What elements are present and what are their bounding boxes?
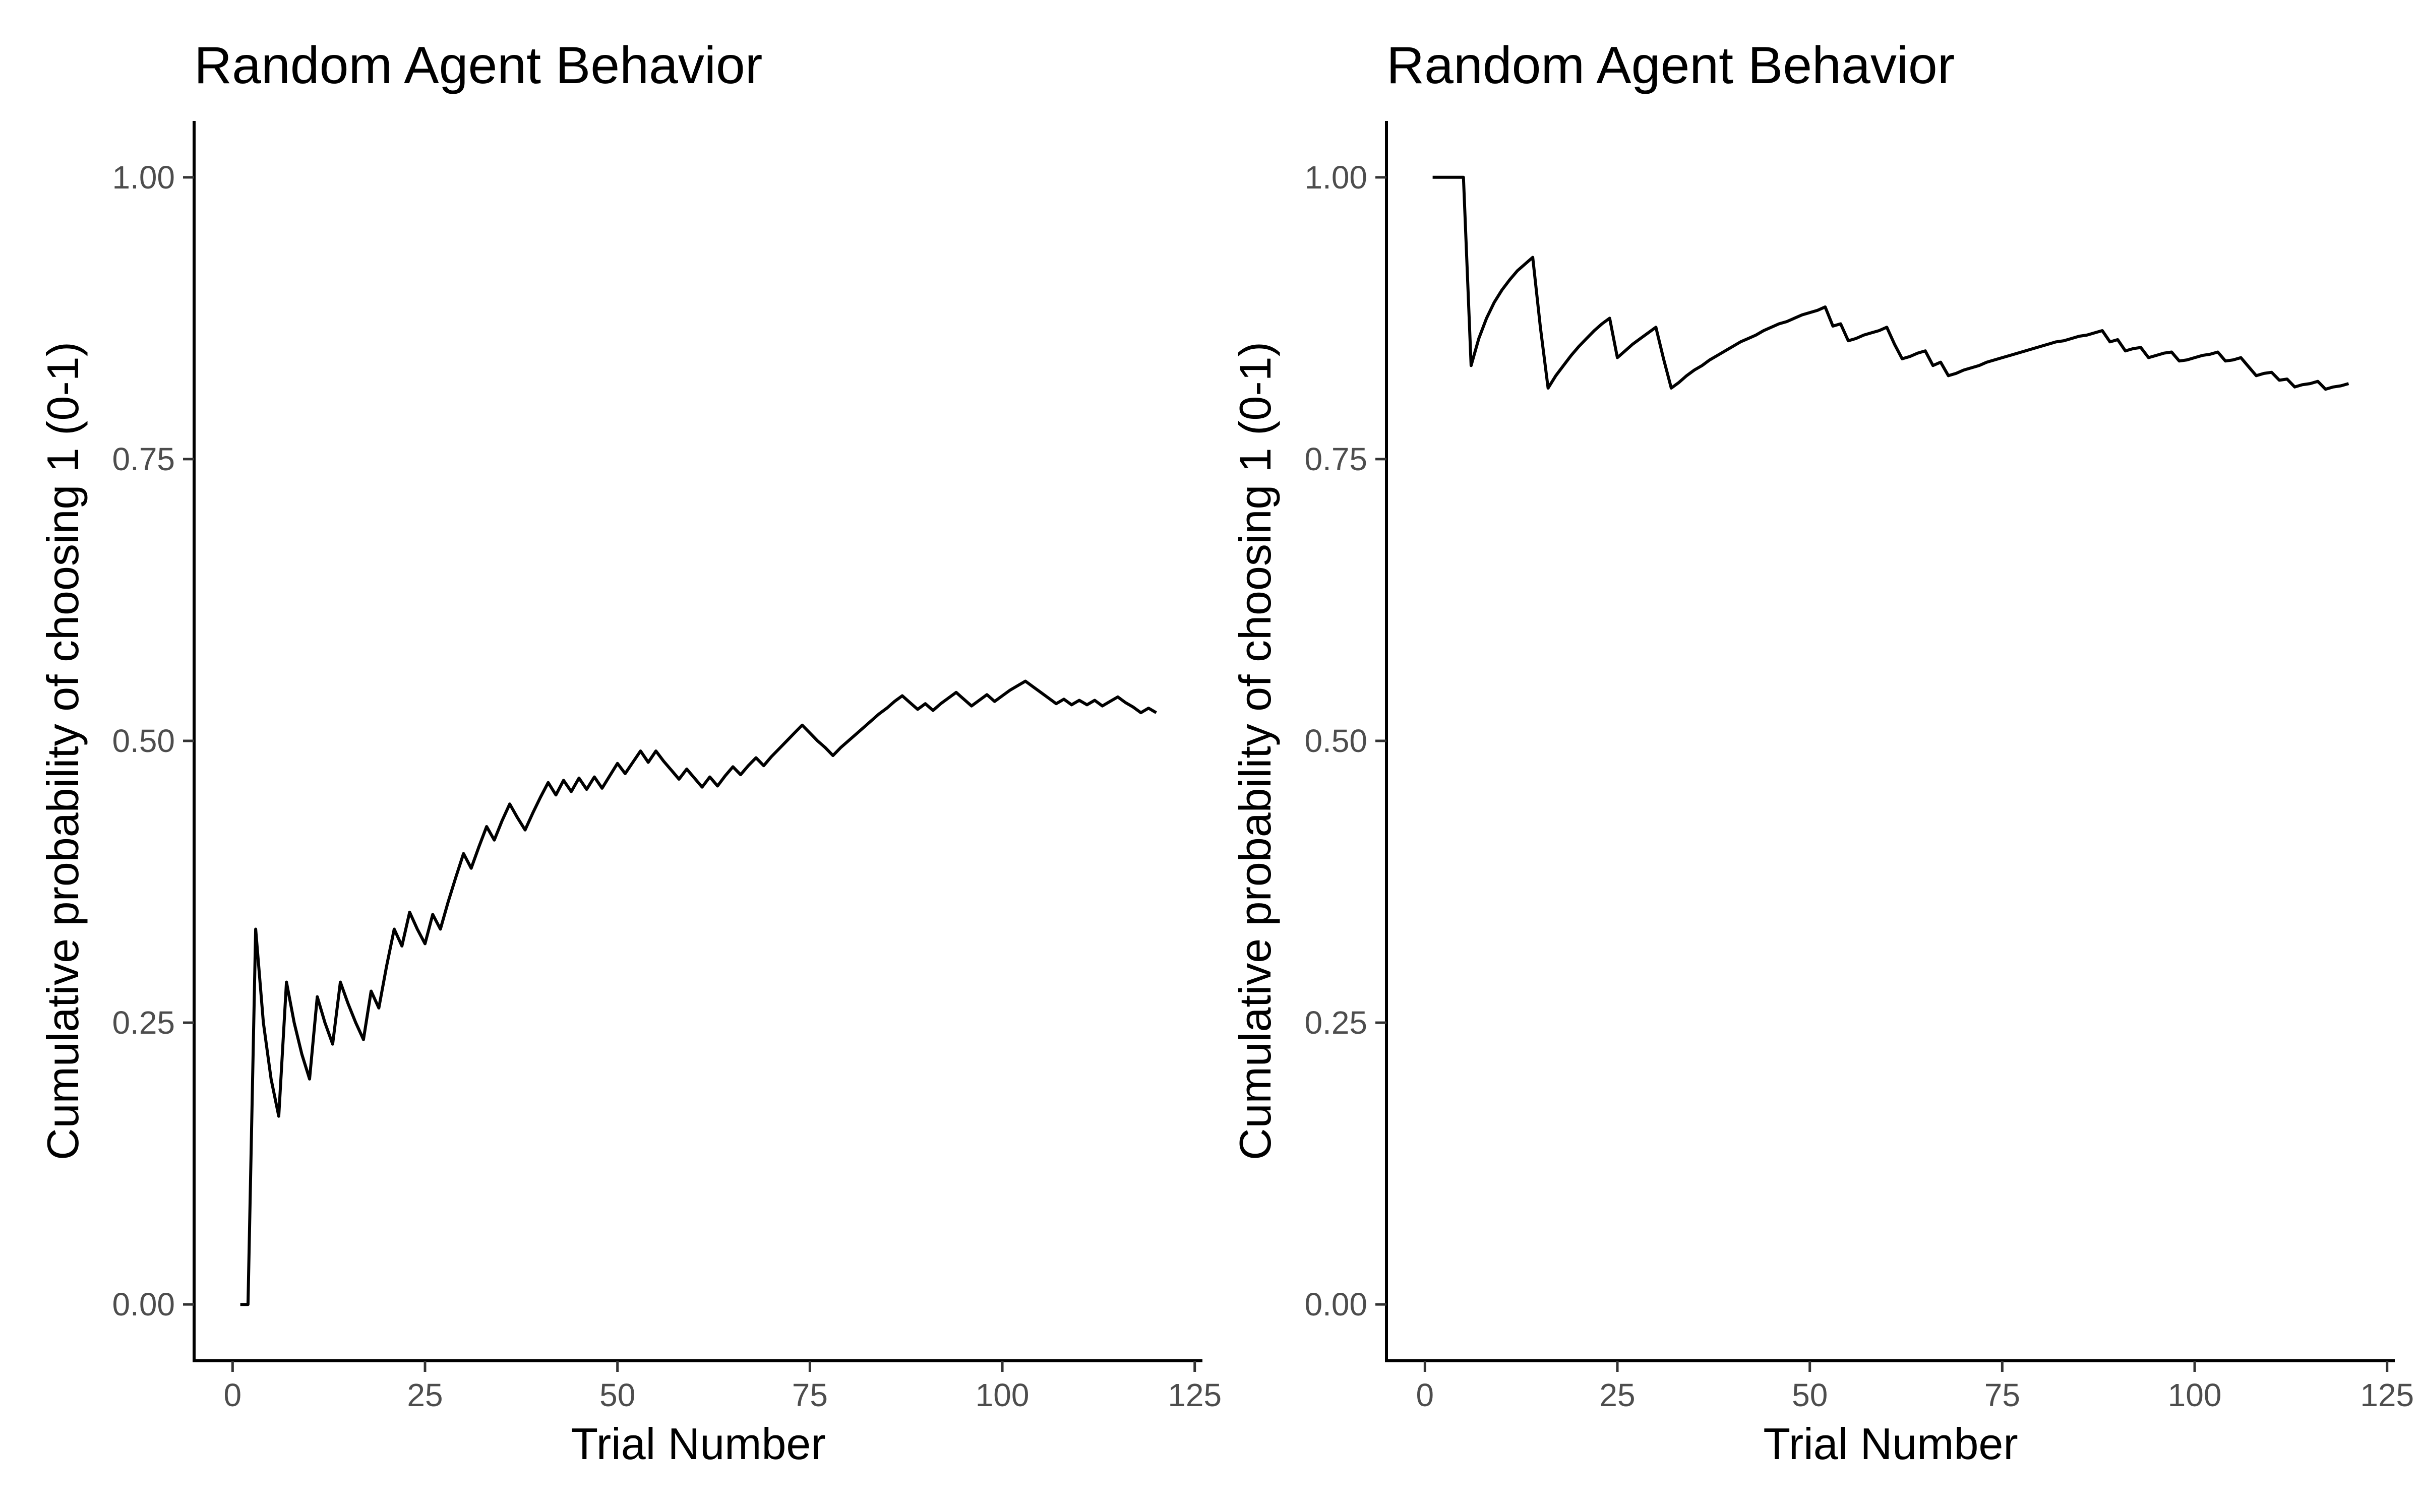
series-line [1432,175,2349,391]
y-tick-label: 1.00 [112,159,175,196]
x-tick-label: 50 [599,1377,635,1413]
x-tick-label: 50 [1792,1377,1828,1413]
x-tick-label: 100 [976,1377,1030,1413]
y-tick-label: 0.50 [112,723,175,759]
chart-title: Random Agent Behavior [1386,36,1955,95]
x-tick-label: 25 [1599,1377,1635,1413]
y-tick-label: 0.00 [112,1286,175,1322]
y-axis-title: Cumulative probability of choosing 1 (0-… [1230,342,1280,1160]
y-tick-label: 0.00 [1304,1286,1367,1322]
x-tick-label: 125 [2360,1377,2414,1413]
chart-title: Random Agent Behavior [194,36,762,95]
chart-svg-right: Random Agent Behavior 0.00 0.25 0.50 0.75 1.0… [1230,36,2414,1469]
x-axis-title: Trial Number [571,1419,825,1469]
x-tick-label: 125 [1168,1377,1222,1413]
x-tick-label: 0 [1416,1377,1434,1413]
y-axis-title: Cumulative probability of choosing 1 (0-… [38,342,88,1160]
x-tick-label: 0 [224,1377,242,1413]
x-tick-label: 25 [407,1377,443,1413]
x-axis-title: Trial Number [1763,1419,2018,1469]
chart-panel-right: Random Agent Behavior 0.00 0.25 0.50 0.75 1.0… [1192,0,2414,1512]
y-tick-label: 0.25 [112,1004,175,1041]
series-line [240,679,1157,1306]
y-tick-label: 0.25 [1304,1004,1367,1041]
y-tick-label: 0.50 [1304,723,1367,759]
x-tick-label: 75 [1984,1377,2020,1413]
chart-panel-left: Random Agent Behavior 0.00 0.25 0.50 0.75 1.0… [38,36,1222,1469]
chart-svg-left: Random Agent Behavior 0.00 0.25 0.50 0.75 1.0… [38,36,1222,1469]
x-tick-label: 75 [792,1377,828,1413]
y-tick-label: 0.75 [112,441,175,477]
y-tick-label: 0.75 [1304,441,1367,477]
y-tick-label: 1.00 [1304,159,1367,196]
x-tick-label: 100 [2168,1377,2222,1413]
